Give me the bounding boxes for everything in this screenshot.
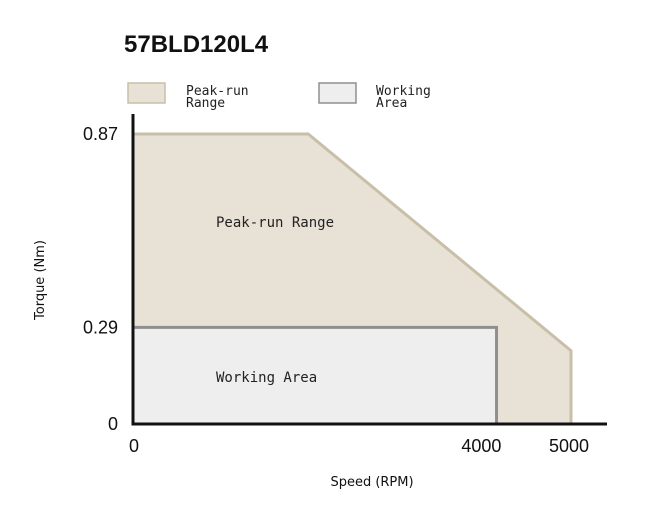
x-axis-title: Speed (RPM) (330, 475, 413, 490)
legend: Peak-run Range Working Area (127, 82, 439, 111)
x-tick-label-4000: 4000 (461, 436, 501, 456)
legend-label-peak-run-line2: Range (186, 96, 225, 111)
working-area-label: Working Area (216, 370, 317, 386)
peak-run-range-label: Peak-run Range (216, 215, 334, 231)
y-tick-label-0.29: 0.29 (83, 317, 118, 337)
y-tick-label-0.87: 0.87 (83, 124, 118, 144)
legend-label-working-area-line2: Area (376, 96, 407, 111)
y-axis-title: Torque (Nm) (33, 240, 48, 321)
x-tick-label-5000: 5000 (549, 436, 589, 456)
y-tick-label-0: 0 (108, 414, 118, 434)
chart-title: 57BLD120L4 (124, 31, 269, 58)
x-tick-label-0: 0 (129, 436, 139, 456)
y-tick-labels: 0 0.29 0.87 (83, 124, 118, 434)
legend-label-peak-run-line1: Peak-run (186, 84, 249, 99)
legend-label-peak-run: Peak-run Range (186, 84, 256, 111)
legend-swatch-peak-run (127, 82, 166, 104)
legend-label-working-area-line1: Working (376, 84, 431, 99)
legend-label-working-area: Working Area (376, 84, 439, 111)
x-tick-labels: 0 4000 5000 (129, 436, 589, 456)
plot-area: Peak-run Range Working Area 0 4000 5000 00… (83, 114, 607, 456)
legend-swatch-working-area (318, 82, 357, 104)
